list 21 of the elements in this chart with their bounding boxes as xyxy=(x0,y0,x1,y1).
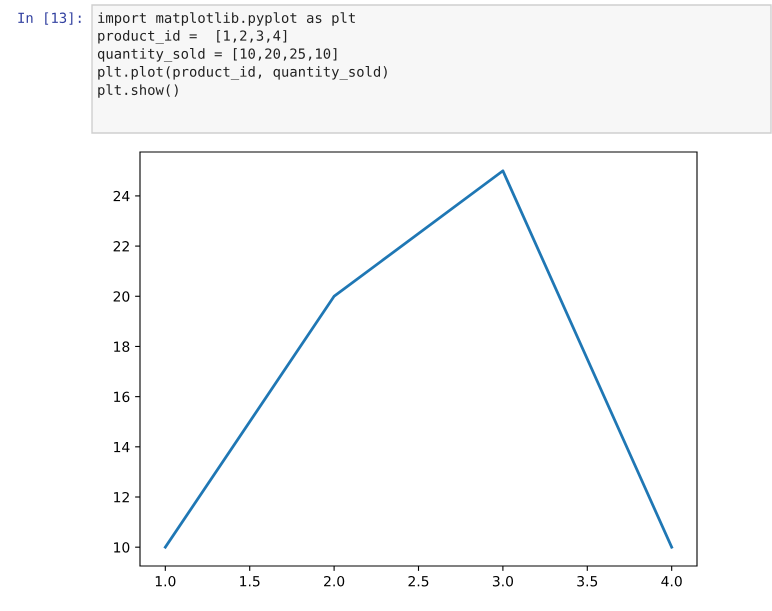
x-tick-label: 2.5 xyxy=(408,576,428,586)
x-tick-label: 2.0 xyxy=(324,576,344,586)
text: plt.show() xyxy=(98,84,178,98)
y-tick-label: 20 xyxy=(114,291,130,302)
x-tick-label: 4.0 xyxy=(661,576,682,586)
y-tick-label: 10 xyxy=(114,542,130,553)
text: import matplotlib.pyplot as plt xyxy=(98,12,355,26)
y-tick-label: 16 xyxy=(114,392,130,402)
text: plt.plot(product_id, quantity_sold) xyxy=(98,66,387,80)
y-tick-label: 24 xyxy=(114,190,130,202)
text: product_id = [1,2,3,4] xyxy=(98,30,286,44)
x-tick-label: 1.5 xyxy=(240,576,260,586)
x-tick-label: 3.5 xyxy=(577,576,598,586)
x-tick-label: 1.0 xyxy=(156,576,176,586)
y-tick-label: 14 xyxy=(114,442,130,452)
text: quantity_sold = [10,20,25,10] xyxy=(98,48,336,62)
x-tick-label: 3.0 xyxy=(492,576,514,586)
y-tick-label: 22 xyxy=(114,241,129,252)
y-tick-label: 12 xyxy=(114,492,129,502)
y-tick-label: 18 xyxy=(114,341,130,352)
text: In [13]: xyxy=(18,12,81,25)
